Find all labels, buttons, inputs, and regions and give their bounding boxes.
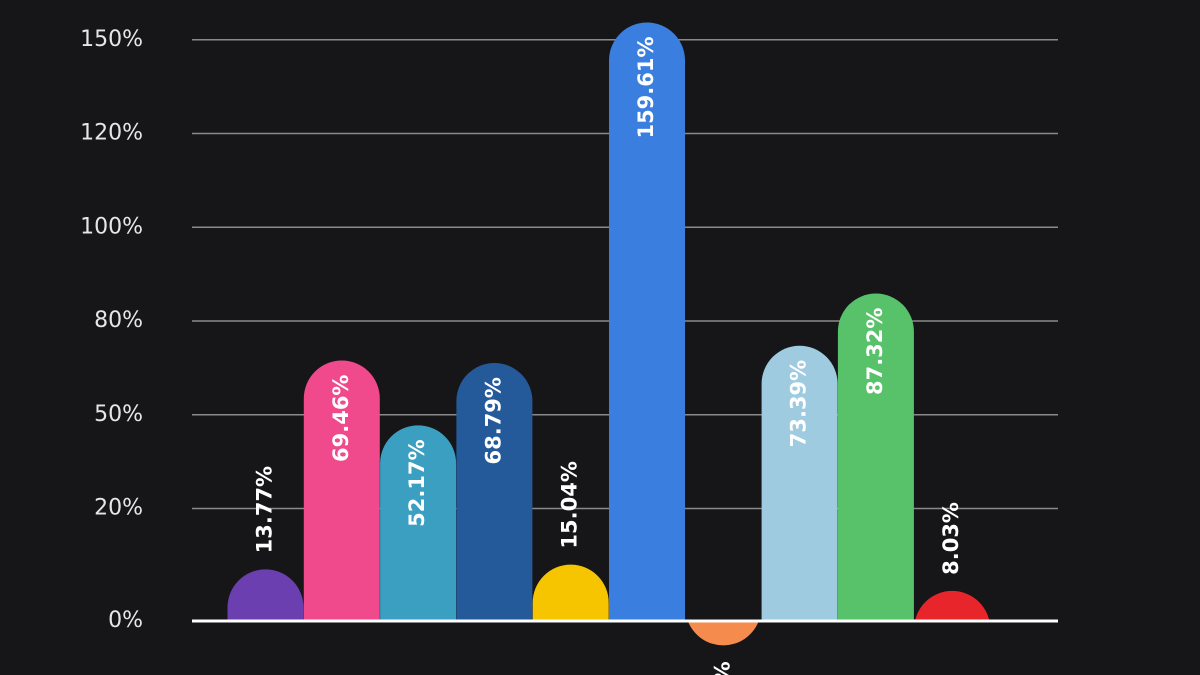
bar-value-label: 13.77%: [253, 466, 277, 553]
y-tick-label: 50%: [94, 402, 143, 427]
bar-value-label: 8.03%: [939, 502, 963, 575]
bar-1: [227, 569, 304, 621]
bar-value-label: 52.17%: [405, 439, 429, 526]
y-tick-label: 100%: [80, 214, 143, 239]
bar-value-label: 69.46%: [329, 375, 353, 462]
bar-value-label: 73.39%: [787, 360, 811, 447]
y-tick-label: 0%: [108, 608, 143, 633]
bar-5: [532, 564, 609, 621]
bars: [227, 22, 990, 646]
bar-value-label: 15.04%: [558, 461, 582, 548]
bar-10: [915, 590, 990, 621]
bar-4: [456, 363, 533, 621]
bar-2: [303, 360, 380, 621]
bar-8: [761, 345, 838, 621]
bar-value-label: %: [710, 661, 734, 675]
bar-7: [687, 621, 759, 646]
bar-value-label: 87.32%: [863, 308, 887, 395]
bar-6: [609, 22, 685, 621]
bar-9: [837, 293, 914, 621]
bar-labels: 13.77% 69.46% 52.17% 68.79% 15.04% 159.61%% 73…: [253, 36, 964, 675]
y-tick-label: 120%: [80, 121, 143, 146]
bar-value-label: 68.79%: [481, 377, 505, 464]
y-tick-label: 20%: [94, 496, 143, 521]
y-tick-label: 80%: [94, 308, 143, 333]
y-tick-label: 150%: [80, 27, 143, 52]
bar-3: [380, 425, 457, 621]
bar-value-label: 159.61%: [634, 36, 658, 138]
y-axis-ticks: 0% 20% 50% 80% 100% 120% 150%: [80, 27, 143, 633]
